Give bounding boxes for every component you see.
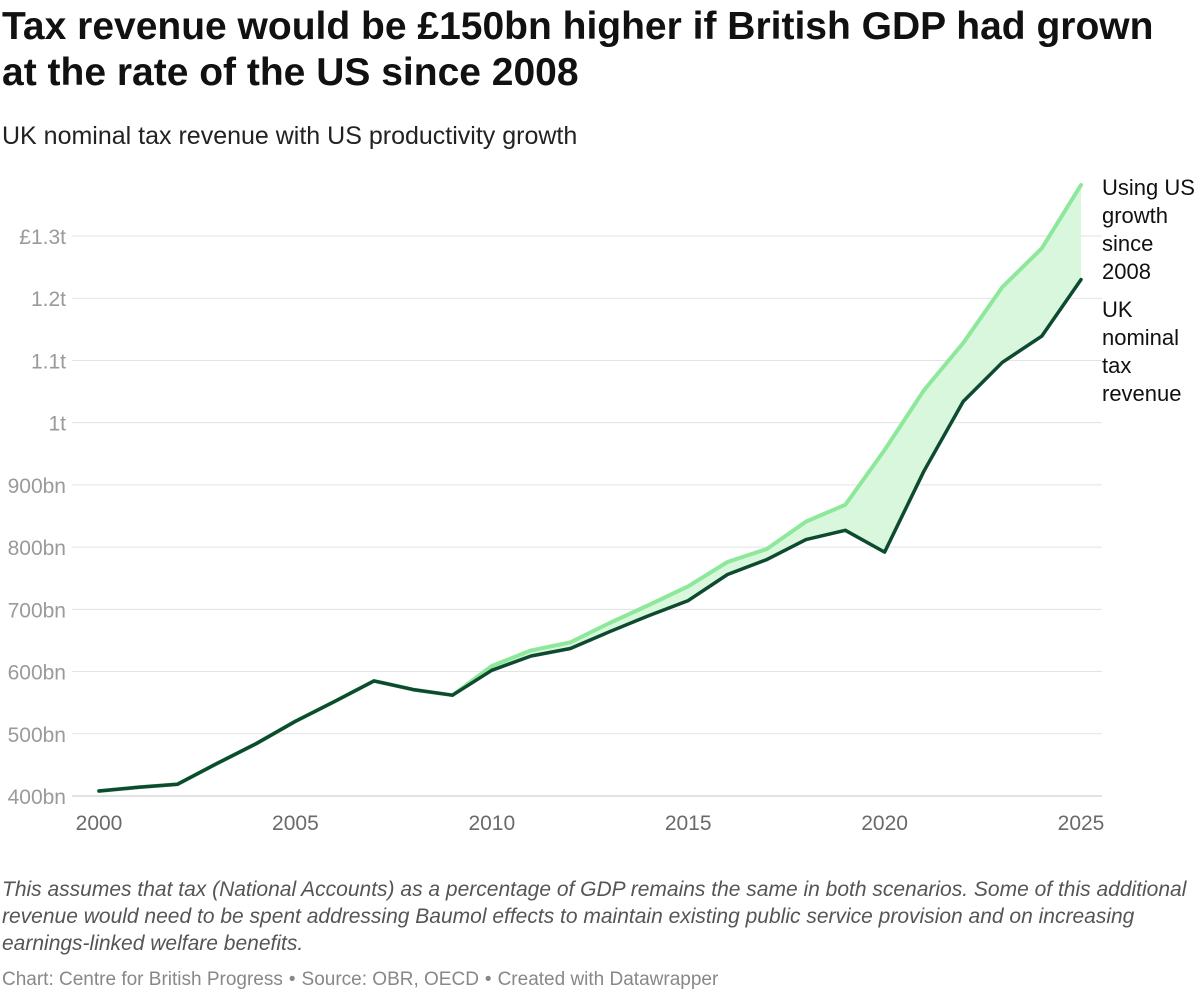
chart-credit: Chart: Centre for British Progress <box>2 969 283 990</box>
y-tick-label-500: 500bn <box>8 724 66 747</box>
chart-byline: Chart: Centre for British Progress • Sourc… <box>2 968 718 992</box>
series-label-line: Using US <box>1102 175 1195 200</box>
line-chart: 400bn 500bn 600bn 700bn 800bn 900bn 1t 1.1t 1.2t… <box>8 175 1195 835</box>
series-label-line: nominal <box>1102 325 1179 350</box>
series-line-us-growth <box>97 183 1083 793</box>
x-tick-label-2000: 2000 <box>76 812 123 835</box>
difference-area-fill <box>99 185 1081 791</box>
y-tick-label-1200: 1.2t <box>31 288 66 311</box>
series-label-line: 2008 <box>1102 259 1151 284</box>
byline-separator-1: • <box>288 969 296 990</box>
x-tick-label-2025: 2025 <box>1058 812 1105 835</box>
y-tick-label-1300: £1.3t <box>19 226 66 249</box>
chart-note: This assumes that tax (National Accounts… <box>2 878 1187 955</box>
y-tick-label-800: 800bn <box>8 537 66 560</box>
series-line-uk-nominal <box>97 277 1083 793</box>
series-label-line: revenue <box>1102 381 1182 406</box>
difference-area <box>99 185 1081 791</box>
x-tick-label-2010: 2010 <box>468 812 515 835</box>
byline-separator-2: • <box>484 969 492 990</box>
y-axis-ticks: 400bn 500bn 600bn 700bn 800bn 900bn 1t 1.1t 1.2t… <box>8 226 67 809</box>
chart-title: Tax revenue would be £150bn higher if Br… <box>2 5 1154 94</box>
series-labels: Using US growth since 2008 UK nominal tax reven… <box>1102 175 1195 406</box>
gridlines <box>72 235 1102 797</box>
series-lines <box>97 183 1083 793</box>
chart-subtitle: UK nominal tax revenue with US productiv… <box>2 122 578 150</box>
series-label-line: UK <box>1102 297 1133 322</box>
datawrapper-credit: Created with Datawrapper <box>497 969 719 990</box>
x-tick-label-2005: 2005 <box>272 812 319 835</box>
y-tick-label-600: 600bn <box>8 662 66 685</box>
y-tick-label-400: 400bn <box>8 786 66 809</box>
source-credit: Source: OBR, OECD <box>301 969 479 990</box>
x-tick-label-2020: 2020 <box>861 812 908 835</box>
y-tick-label-700: 700bn <box>8 599 66 622</box>
y-tick-label-1000: 1t <box>48 413 66 436</box>
series-label-line: growth <box>1102 203 1168 228</box>
y-tick-label-1100: 1.1t <box>31 350 66 373</box>
x-tick-label-2015: 2015 <box>665 812 712 835</box>
y-tick-label-900: 900bn <box>8 475 66 498</box>
series-label-uk-nominal: UK nominal tax revenue <box>1102 297 1182 406</box>
series-label-us-growth: Using US growth since 2008 <box>1102 175 1195 284</box>
series-label-line: since <box>1102 231 1153 256</box>
x-axis-ticks: 2000 2005 2010 2015 2020 2025 <box>76 812 1105 835</box>
series-label-line: tax <box>1102 353 1131 378</box>
